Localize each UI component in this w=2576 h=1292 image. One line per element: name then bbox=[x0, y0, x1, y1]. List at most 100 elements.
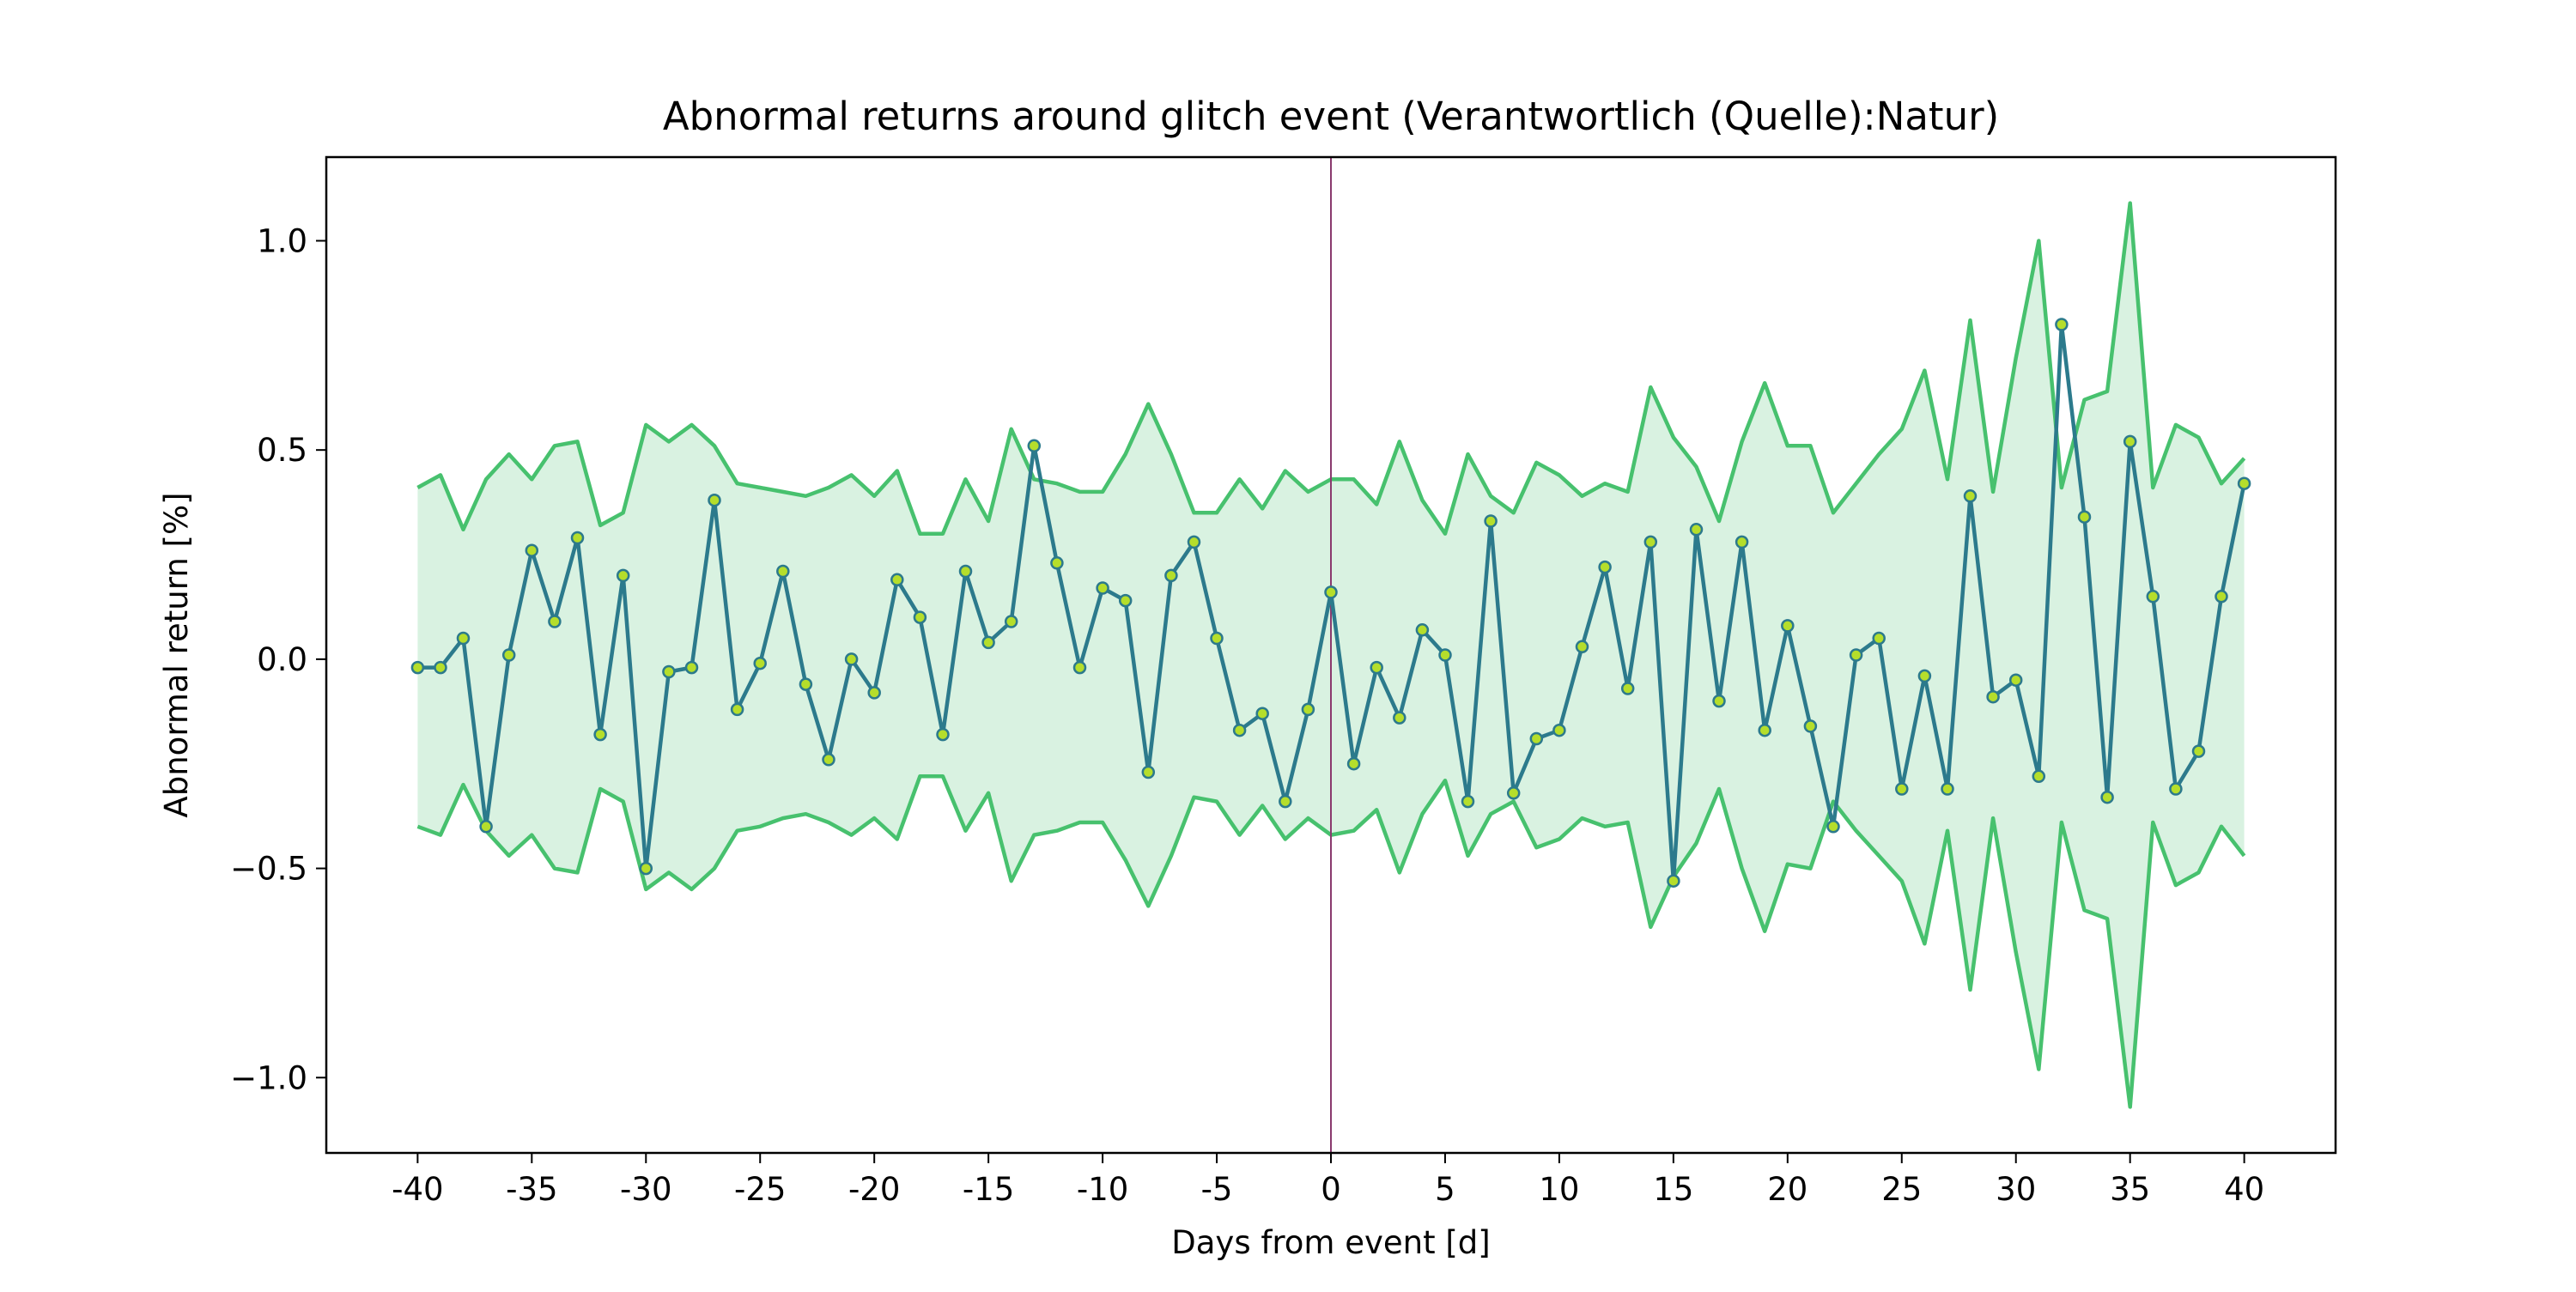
data-point bbox=[1393, 711, 1406, 725]
y-tick-label: 0.5 bbox=[257, 432, 307, 469]
data-point bbox=[2032, 769, 2046, 784]
data-point bbox=[570, 531, 585, 545]
data-point bbox=[456, 631, 471, 646]
x-tick-label: 30 bbox=[1996, 1171, 2036, 1208]
data-point bbox=[1415, 623, 1430, 637]
data-point bbox=[2055, 318, 2069, 331]
data-point bbox=[2191, 744, 2206, 758]
data-point bbox=[1712, 694, 1726, 708]
data-point bbox=[1346, 756, 1361, 771]
data-point bbox=[1849, 648, 1863, 662]
data-point bbox=[1872, 631, 1886, 646]
data-point bbox=[1552, 723, 1566, 737]
data-point bbox=[479, 820, 493, 834]
data-point bbox=[958, 564, 973, 579]
x-tick-label: 0 bbox=[1321, 1171, 1341, 1208]
data-point bbox=[708, 493, 721, 507]
data-point bbox=[434, 660, 447, 675]
data-point bbox=[1986, 689, 2000, 704]
data-point bbox=[1141, 765, 1156, 779]
x-tick-label: 35 bbox=[2110, 1171, 2150, 1208]
data-point bbox=[1895, 782, 1909, 796]
x-axis-label: Days from event [d] bbox=[1171, 1224, 1490, 1261]
data-point bbox=[2169, 782, 2183, 796]
x-tick-label: 10 bbox=[1539, 1171, 1579, 1208]
data-point bbox=[548, 615, 562, 628]
x-tick-label: -25 bbox=[734, 1171, 786, 1208]
data-point bbox=[936, 727, 950, 742]
data-point bbox=[2008, 673, 2023, 687]
abnormal-return-series-layer bbox=[410, 318, 2251, 888]
y-tick-label: −0.5 bbox=[230, 851, 307, 888]
y-tick-label: −1.0 bbox=[230, 1059, 307, 1096]
data-point bbox=[1072, 660, 1087, 675]
data-point bbox=[1232, 723, 1247, 737]
data-point bbox=[1301, 702, 1315, 717]
data-point bbox=[1118, 593, 1133, 608]
data-point bbox=[684, 660, 699, 675]
data-point bbox=[1438, 648, 1452, 662]
x-tick-label: -15 bbox=[963, 1171, 1014, 1208]
data-point bbox=[1027, 439, 1042, 453]
data-point bbox=[1667, 874, 1680, 888]
y-axis-label: Abnormal return [%] bbox=[158, 492, 195, 817]
data-point bbox=[981, 635, 995, 650]
data-point bbox=[1917, 669, 1932, 683]
data-point bbox=[1598, 560, 1612, 574]
data-point bbox=[2146, 590, 2160, 604]
data-point bbox=[1963, 489, 1978, 503]
data-point bbox=[753, 656, 767, 670]
data-point bbox=[639, 861, 653, 876]
data-point bbox=[1781, 619, 1795, 633]
data-point bbox=[2215, 590, 2228, 604]
data-point bbox=[2123, 434, 2137, 449]
data-point bbox=[1004, 615, 1018, 628]
data-point bbox=[1803, 719, 1818, 733]
data-point bbox=[867, 686, 881, 700]
data-point bbox=[1620, 682, 1635, 695]
x-tick-label: -5 bbox=[1201, 1171, 1233, 1208]
data-point bbox=[1461, 794, 1475, 809]
data-point bbox=[1370, 660, 1383, 675]
data-point bbox=[2100, 790, 2114, 804]
data-point bbox=[1050, 556, 1064, 570]
data-point bbox=[1096, 581, 1109, 595]
data-point bbox=[1187, 535, 1201, 549]
data-point bbox=[1643, 535, 1658, 549]
data-point bbox=[662, 664, 676, 679]
data-point bbox=[890, 573, 904, 587]
data-point bbox=[776, 564, 790, 579]
data-point bbox=[616, 568, 630, 583]
data-point bbox=[799, 677, 813, 691]
x-tick-label: -10 bbox=[1077, 1171, 1128, 1208]
data-point bbox=[1506, 786, 1521, 800]
data-point bbox=[844, 652, 859, 666]
axes-layer: -40 -35 -30 -25 -20 -15 -10 -5 0 5 10 15 20 25 30 35 40 −… bbox=[230, 155, 2337, 1208]
data-point bbox=[1826, 820, 1840, 834]
data-point bbox=[822, 753, 835, 767]
data-point bbox=[593, 727, 607, 742]
data-point bbox=[1164, 568, 1178, 583]
x-tick-label: -30 bbox=[620, 1171, 671, 1208]
x-tick-label: -20 bbox=[848, 1171, 900, 1208]
data-point bbox=[1324, 585, 1338, 599]
x-tick-label: -35 bbox=[506, 1171, 557, 1208]
x-tick-label: 25 bbox=[1881, 1171, 1922, 1208]
data-point bbox=[1941, 782, 1954, 796]
data-point bbox=[1255, 707, 1269, 720]
chart-title: Abnormal returns around glitch event (Ve… bbox=[663, 94, 1999, 139]
data-point bbox=[2237, 476, 2251, 490]
data-point bbox=[501, 648, 516, 662]
x-tick-label: -40 bbox=[392, 1171, 443, 1208]
y-tick-label: 1.0 bbox=[257, 222, 307, 259]
data-point bbox=[1484, 514, 1498, 528]
x-tick-label: 15 bbox=[1653, 1171, 1693, 1208]
data-point bbox=[2077, 510, 2092, 524]
data-point bbox=[913, 610, 927, 624]
data-point bbox=[1575, 640, 1589, 654]
data-point bbox=[730, 702, 744, 717]
x-tick-label: 5 bbox=[1435, 1171, 1455, 1208]
y-tick-label: 0.0 bbox=[257, 641, 307, 678]
